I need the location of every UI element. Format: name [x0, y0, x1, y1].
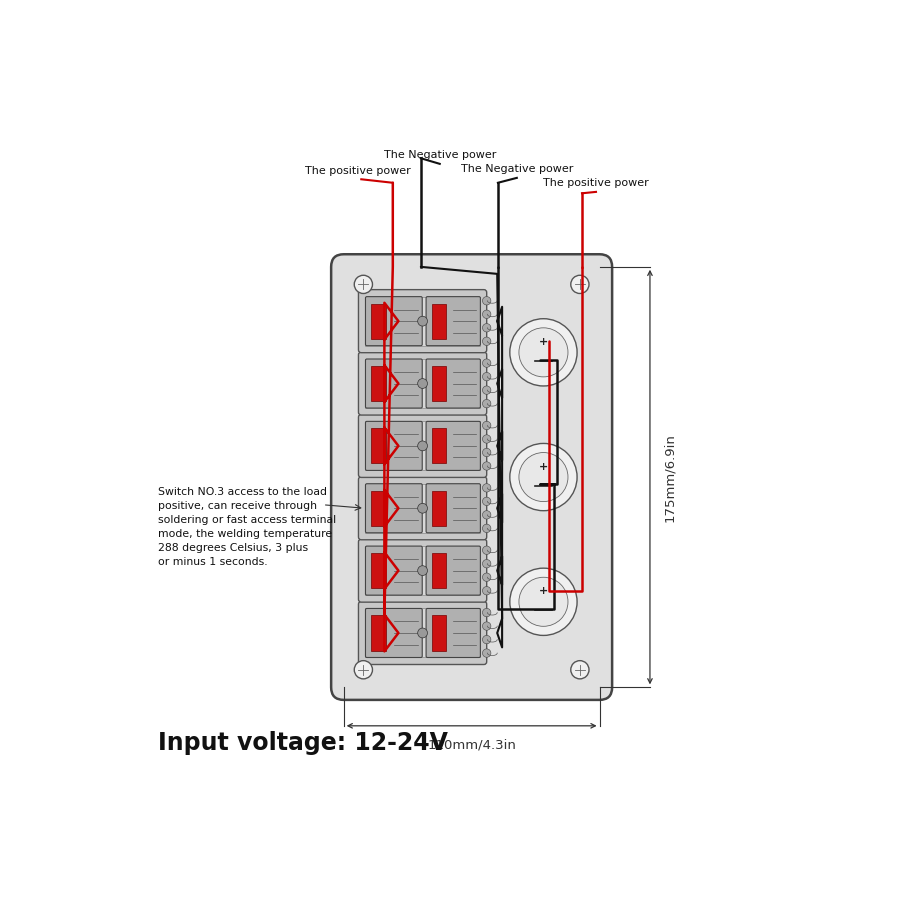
Circle shape — [482, 622, 490, 631]
Bar — [366, 484, 480, 532]
Bar — [431, 490, 446, 526]
Circle shape — [482, 297, 490, 305]
Circle shape — [519, 452, 568, 501]
Circle shape — [482, 359, 490, 368]
Circle shape — [482, 435, 490, 443]
Circle shape — [519, 328, 568, 377]
FancyBboxPatch shape — [426, 609, 480, 658]
Circle shape — [482, 524, 490, 532]
Bar — [366, 421, 480, 470]
Circle shape — [571, 275, 589, 294]
Bar — [371, 429, 387, 463]
Bar — [431, 553, 446, 588]
Circle shape — [482, 573, 490, 581]
Circle shape — [482, 560, 490, 568]
Circle shape — [519, 577, 568, 626]
Bar — [366, 546, 480, 595]
Bar — [371, 553, 387, 588]
FancyBboxPatch shape — [426, 484, 480, 532]
Circle shape — [354, 661, 372, 679]
Circle shape — [418, 503, 428, 513]
Text: The positive power: The positive power — [305, 166, 410, 176]
Circle shape — [510, 318, 577, 386]
Circle shape — [510, 568, 577, 635]
Text: The Negative power: The Negative power — [383, 150, 496, 160]
Circle shape — [482, 546, 490, 554]
Bar — [431, 366, 446, 401]
Bar — [366, 359, 480, 408]
Text: +: + — [539, 586, 548, 596]
Circle shape — [482, 635, 490, 643]
Circle shape — [418, 566, 428, 575]
Text: The positive power: The positive power — [543, 178, 649, 188]
Bar — [366, 297, 480, 346]
Circle shape — [482, 324, 490, 332]
Circle shape — [482, 649, 490, 657]
Circle shape — [482, 421, 490, 430]
FancyBboxPatch shape — [366, 609, 422, 658]
Circle shape — [571, 661, 589, 679]
Bar — [431, 304, 446, 339]
Circle shape — [482, 609, 490, 617]
FancyBboxPatch shape — [426, 359, 480, 408]
Text: Switch NO.3 access to the load
positive, can receive through
soldering or fast a: Switch NO.3 access to the load positive,… — [158, 487, 336, 567]
Text: +: + — [539, 461, 548, 471]
Text: +: + — [539, 337, 548, 347]
FancyBboxPatch shape — [359, 477, 487, 540]
Circle shape — [482, 399, 490, 408]
Bar — [371, 615, 387, 651]
Circle shape — [418, 317, 428, 326]
Circle shape — [482, 461, 490, 470]
FancyBboxPatch shape — [359, 539, 487, 602]
Bar — [371, 366, 387, 401]
Circle shape — [482, 483, 490, 492]
FancyBboxPatch shape — [359, 352, 487, 415]
Circle shape — [510, 443, 577, 511]
Bar — [366, 609, 480, 658]
FancyBboxPatch shape — [359, 602, 487, 664]
FancyBboxPatch shape — [426, 546, 480, 595]
Circle shape — [418, 379, 428, 389]
FancyBboxPatch shape — [359, 414, 487, 478]
Bar — [371, 304, 387, 339]
Circle shape — [482, 310, 490, 318]
Bar — [371, 490, 387, 526]
Circle shape — [418, 628, 428, 638]
FancyBboxPatch shape — [366, 546, 422, 595]
Circle shape — [418, 441, 428, 450]
FancyBboxPatch shape — [426, 421, 480, 470]
Circle shape — [482, 372, 490, 380]
FancyBboxPatch shape — [331, 254, 612, 700]
Text: The Negative power: The Negative power — [460, 165, 573, 175]
Circle shape — [482, 511, 490, 519]
Circle shape — [354, 275, 372, 294]
Circle shape — [482, 386, 490, 394]
Text: Input voltage: 12-24V: Input voltage: 12-24V — [158, 732, 448, 755]
FancyBboxPatch shape — [366, 359, 422, 408]
FancyBboxPatch shape — [359, 289, 487, 353]
FancyBboxPatch shape — [366, 484, 422, 532]
Bar — [431, 615, 446, 651]
FancyBboxPatch shape — [426, 297, 480, 346]
Circle shape — [482, 449, 490, 457]
Circle shape — [482, 587, 490, 595]
Circle shape — [482, 497, 490, 506]
Text: 110mm/4.3in: 110mm/4.3in — [427, 738, 516, 752]
Text: 175mm/6.9in: 175mm/6.9in — [662, 432, 675, 521]
Circle shape — [482, 337, 490, 346]
FancyBboxPatch shape — [366, 297, 422, 346]
Bar — [431, 429, 446, 463]
FancyBboxPatch shape — [366, 421, 422, 470]
